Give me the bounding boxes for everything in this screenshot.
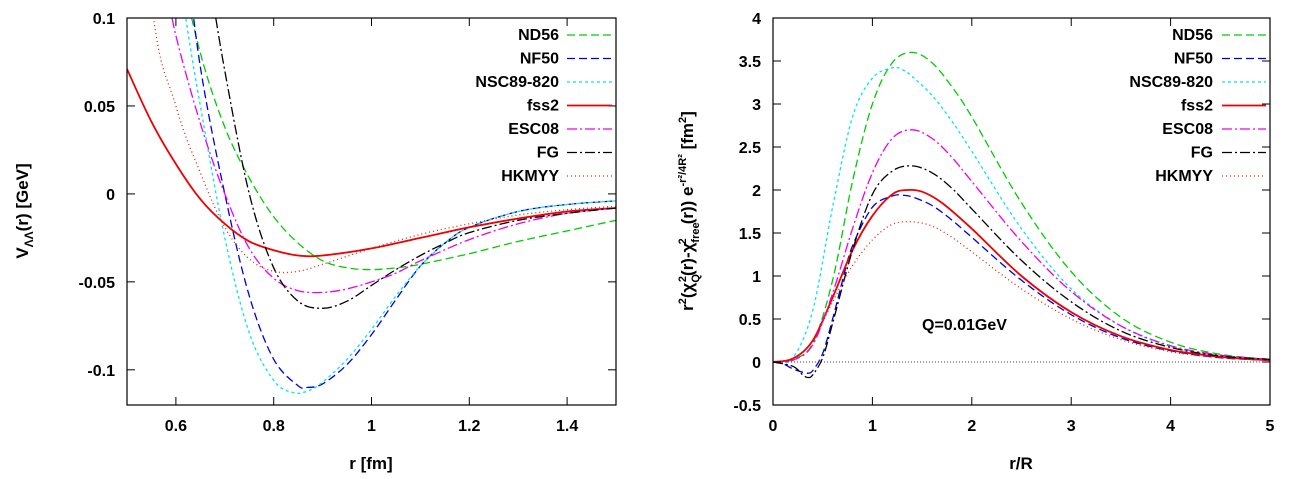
y-tick-label: -0.05 xyxy=(79,275,116,292)
series-line-nd56 xyxy=(191,18,616,271)
series-line-esc08 xyxy=(171,18,616,294)
y-tick-label: -0.5 xyxy=(733,398,761,415)
left-legend: ND56 NF50 NSC89-820 fss2 ESC08 FG HKMYY xyxy=(475,27,612,185)
legend-label-esc08: ESC08 xyxy=(508,121,559,138)
x-tick-label: 3 xyxy=(1067,418,1076,435)
left-panel: 0.6 0.8 1 1.2 1.40.10.050-0.05-0.1 ND56NF50N… xyxy=(13,11,617,473)
x-tick-label: 5 xyxy=(1266,418,1275,435)
y-tick-label: 0 xyxy=(752,355,761,372)
left-ticks: 0.6 0.8 1 1.2 1.4 0.1 0.05 0 -0.05 -0.1 xyxy=(79,11,616,435)
x-tick-label: 1.4 xyxy=(556,418,578,435)
series-line-fg xyxy=(773,165,1270,379)
y-tick-label: 3.5 xyxy=(739,54,761,71)
x-tick-label: 0 xyxy=(769,418,778,435)
series-line-fg xyxy=(215,18,616,309)
y-tick-label: 3 xyxy=(752,97,761,114)
series-line-fss2 xyxy=(773,188,1270,363)
right-plot-lines xyxy=(773,51,1270,379)
legend-label-nd56: ND56 xyxy=(1172,27,1213,44)
legend-label-fg: FG xyxy=(1191,145,1213,162)
legend-label-nsc89-820: NSC89-820 xyxy=(1129,74,1213,91)
series-line-nf50 xyxy=(192,18,616,390)
x-tick-label: 4 xyxy=(1166,418,1175,435)
y-tick-label: 0 xyxy=(106,187,115,204)
left-y-axis-label: VΛΛ(r) [GeV] xyxy=(13,163,36,258)
y-tick-label: 2.5 xyxy=(739,140,761,157)
x-tick-label: 1 xyxy=(868,418,877,435)
x-tick-label: 0.6 xyxy=(165,418,187,435)
right-plot-frame xyxy=(772,17,1271,406)
y-tick-label: 1.5 xyxy=(739,226,761,243)
x-tick-label: 1 xyxy=(367,418,376,435)
series-line-nd56 xyxy=(773,51,1270,363)
right-legend: ND56 NF50 NSC89-820 fss2 ESC08 FG HKMYY xyxy=(1129,27,1266,185)
y-tick-label: 0.1 xyxy=(93,11,115,28)
y-tick-label: 0.05 xyxy=(84,99,115,116)
legend-label-nsc89-820: NSC89-820 xyxy=(475,74,559,91)
left-plot-lines xyxy=(127,18,616,395)
y-tick-label: 1 xyxy=(752,269,761,286)
right-ticks: 0 1 2 3 4 5 4 3.5 3 2.5 2 1.5 1 0.5 0 -0.5 xyxy=(733,11,1274,435)
legend-label-fss2: fss2 xyxy=(1181,98,1213,115)
series-line-nf50 xyxy=(773,194,1270,374)
x-tick-label: 2 xyxy=(967,418,976,435)
series-line-fss2 xyxy=(127,68,616,258)
legend-label-nf50: NF50 xyxy=(1174,51,1213,68)
x-tick-label: 0.8 xyxy=(263,418,285,435)
legend-label-nf50: NF50 xyxy=(520,51,559,68)
legend-label-esc08: ESC08 xyxy=(1162,121,1213,138)
legend-label-hkmyy: HKMYY xyxy=(1155,168,1213,185)
legend-label-hkmyy: HKMYY xyxy=(501,168,559,185)
series-line-hkmyy xyxy=(152,18,616,274)
y-tick-label: 4 xyxy=(752,11,761,28)
y-tick-label: 0.5 xyxy=(739,312,761,329)
left-x-axis-label: r [fm] xyxy=(349,454,392,473)
right-x-axis-label: r/R xyxy=(1009,454,1033,473)
legend-label-nd56: ND56 xyxy=(518,27,559,44)
series-line-nsc89-820 xyxy=(185,18,616,395)
right-annotation: Q=0.01GeV xyxy=(922,317,1007,334)
x-tick-label: 1.2 xyxy=(458,418,480,435)
right-panel: 0 1 2 3 4 5 4 3.5 3 2.5 2 1.5 1 0.5 0 -0.5 ND56 NF50 NSC8… xyxy=(677,11,1275,473)
y-tick-label: 2 xyxy=(752,183,761,200)
legend-label-fss2: fss2 xyxy=(527,98,559,115)
series-line-esc08 xyxy=(773,129,1270,363)
y-tick-label: -0.1 xyxy=(87,363,115,380)
legend-label-fg: FG xyxy=(537,145,559,162)
right-y-axis-label: r2(χQ2(r)-χfree2(r)) e-r²/4R² [fm2] xyxy=(677,111,702,311)
